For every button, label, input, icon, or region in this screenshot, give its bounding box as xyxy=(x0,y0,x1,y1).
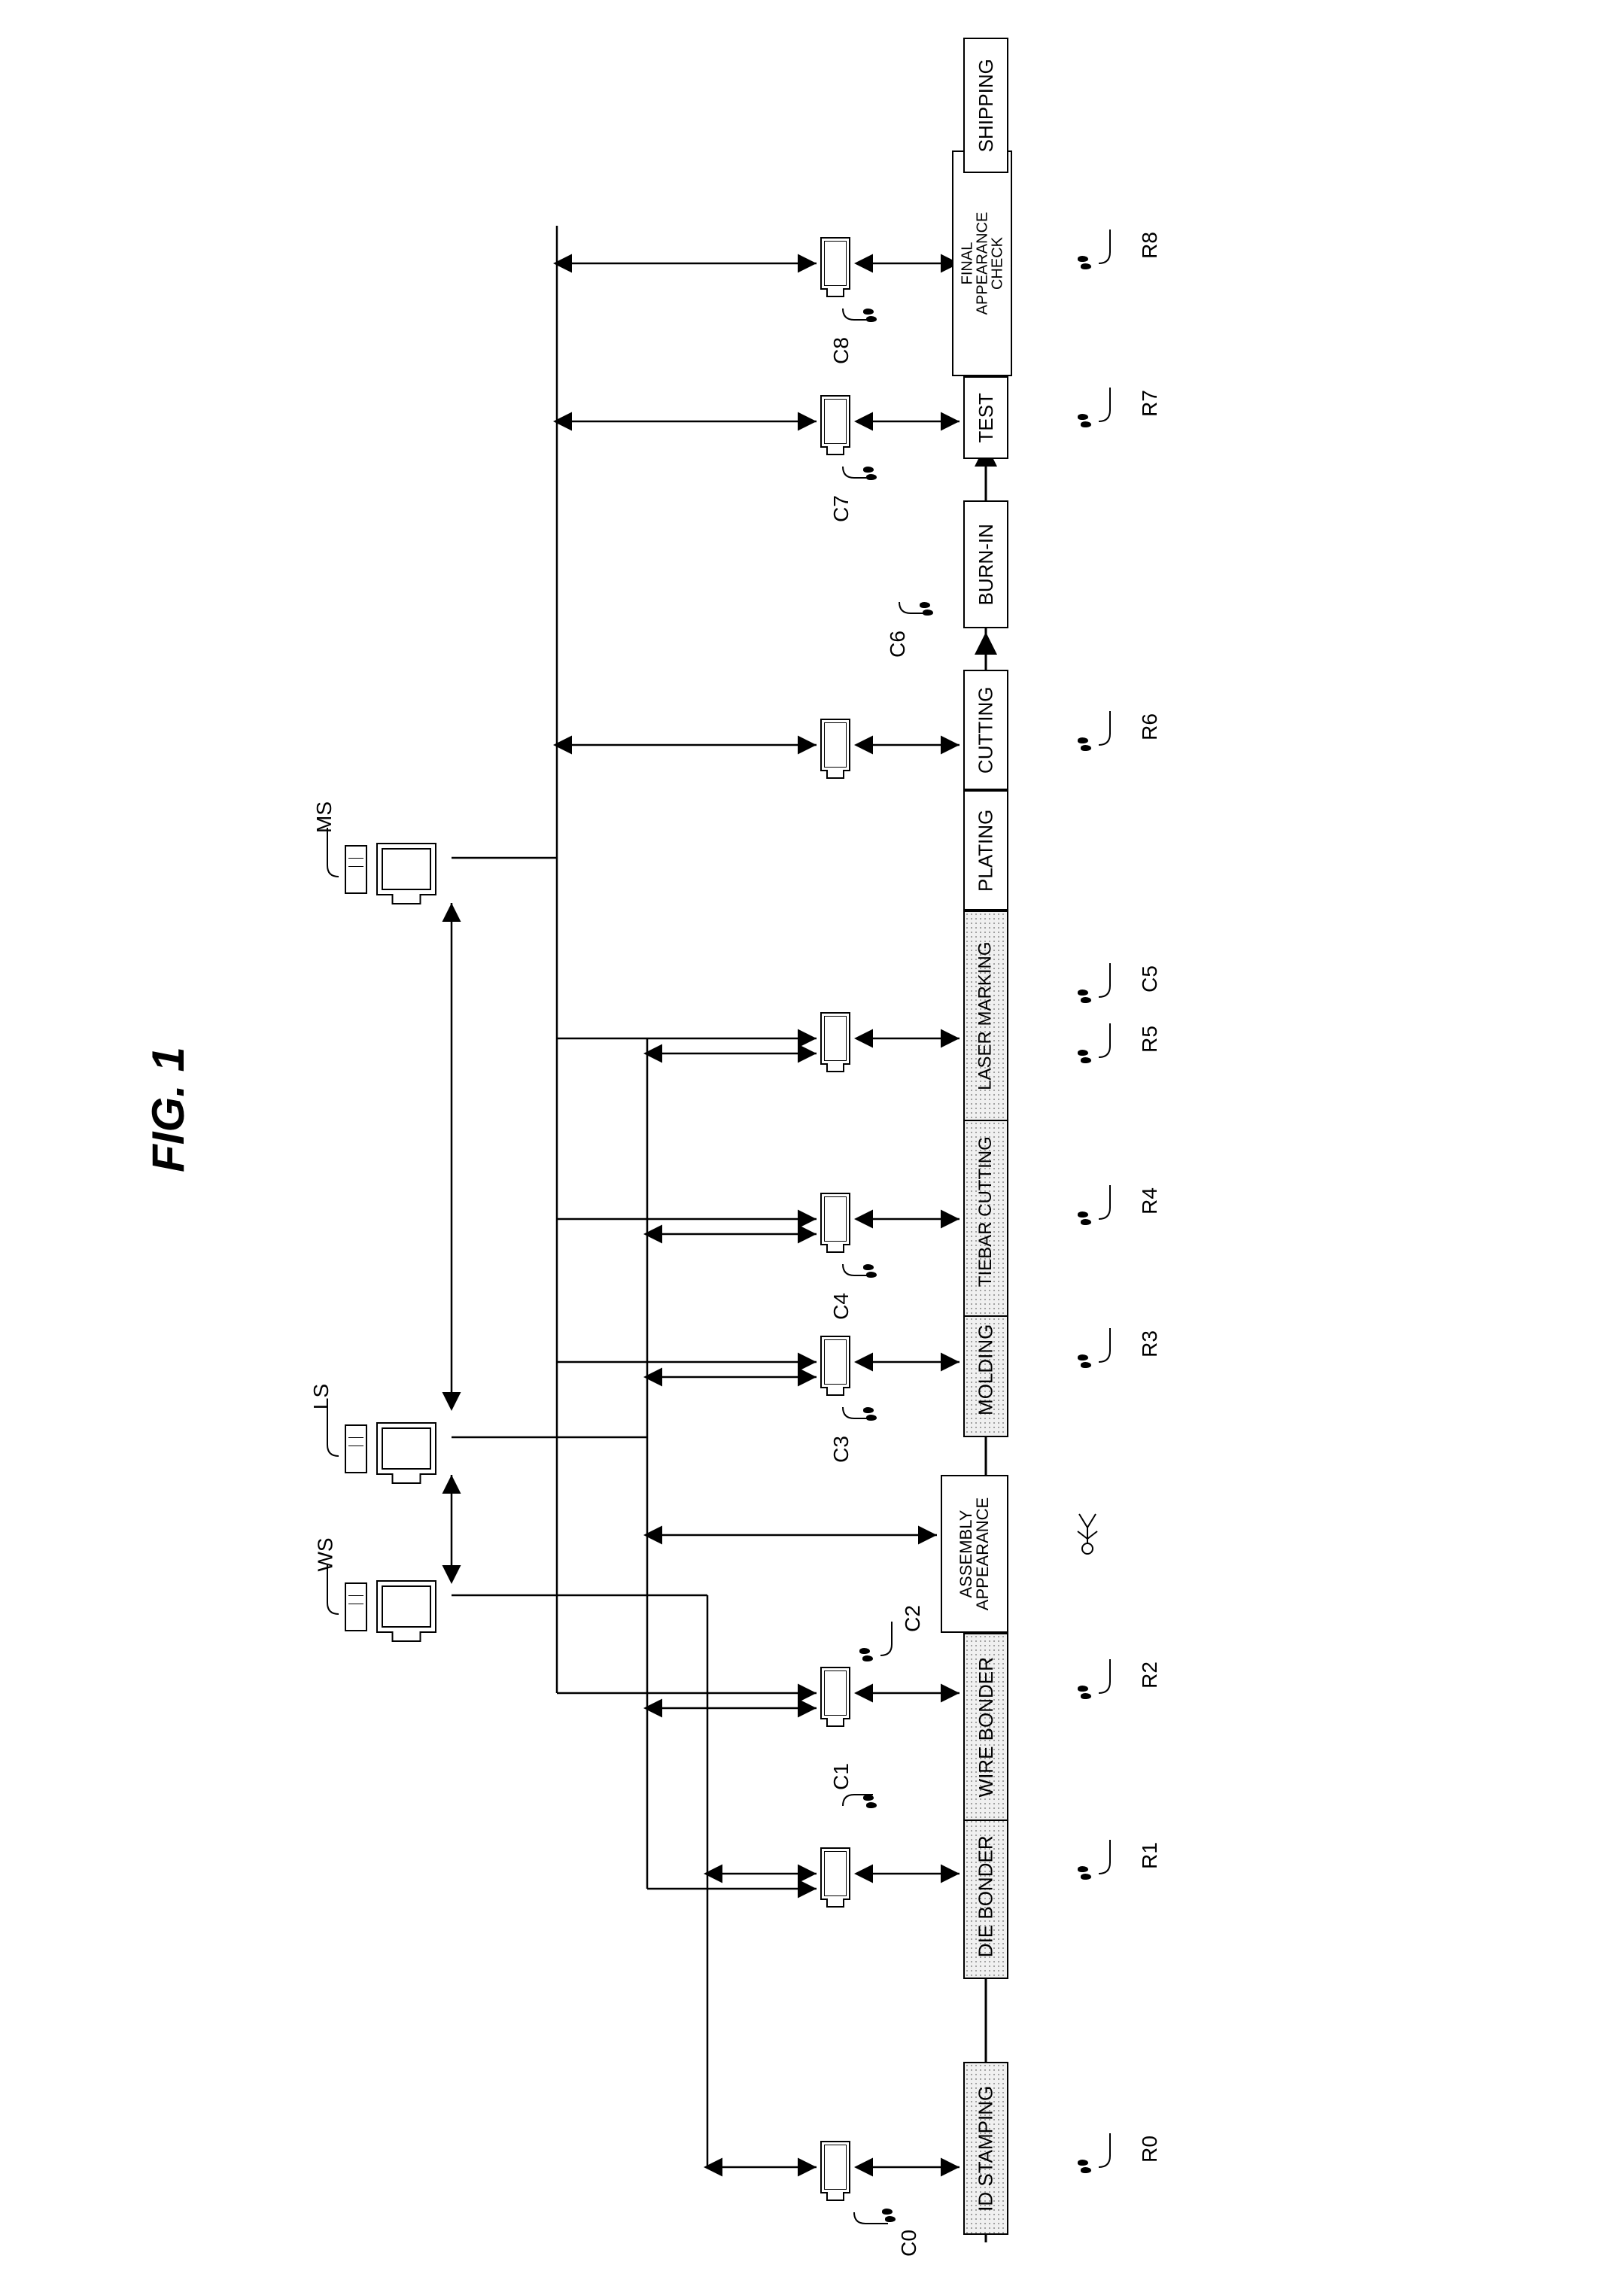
station-label: CUTTING xyxy=(975,686,997,774)
station-label: TEST xyxy=(975,393,997,442)
person-icon xyxy=(1069,1505,1106,1558)
footprint-icon xyxy=(862,1795,886,1808)
r-label-r1: R1 xyxy=(1138,1842,1162,1869)
c-label-c4: C4 xyxy=(829,1293,853,1320)
terminal-icon xyxy=(820,1847,850,1900)
server-label-ls: LS xyxy=(309,1384,333,1409)
station-label: FINAL APPEARANCE CHECK xyxy=(959,212,1005,315)
server-ms xyxy=(376,843,436,895)
terminal-icon xyxy=(820,719,850,771)
station-label: ASSEMBLY APPEARANCE xyxy=(958,1497,991,1610)
r-label-r3: R3 xyxy=(1138,1330,1162,1357)
server-ls xyxy=(376,1422,436,1475)
station-plating: PLATING xyxy=(963,790,1008,910)
station-test: TEST xyxy=(963,376,1008,459)
station-shipping: SHIPPING xyxy=(963,38,1008,173)
monitor-icon xyxy=(376,1580,436,1633)
figure-container: FIG. 1 xyxy=(30,30,1594,2247)
station-label: SHIPPING xyxy=(975,59,997,152)
figure-title: FIG. 1 xyxy=(142,1047,194,1172)
footprint-icon xyxy=(862,1407,886,1421)
r-label-r8: R8 xyxy=(1138,232,1162,259)
footprint-icon xyxy=(862,309,886,322)
title-text: FIG. 1 xyxy=(143,1047,193,1172)
station-label: PLATING xyxy=(975,809,997,891)
footprint-icon xyxy=(1076,1354,1100,1368)
footprint-icon xyxy=(1076,990,1100,1003)
terminal-icon xyxy=(820,2141,850,2193)
station-label: MOLDING xyxy=(975,1324,997,1415)
r-label-r5: R5 xyxy=(1138,1026,1162,1053)
c-label-c3: C3 xyxy=(829,1436,853,1463)
monitor-icon xyxy=(376,1422,436,1475)
station-cutting: CUTTING xyxy=(963,670,1008,790)
c-label-c6: C6 xyxy=(886,631,910,658)
station-label: WIRE BONDER xyxy=(975,1657,997,1797)
tower-icon xyxy=(345,845,367,894)
station-molding: MOLDING xyxy=(963,1302,1008,1437)
terminal-icon xyxy=(820,1667,850,1719)
footprint-icon xyxy=(1076,1686,1100,1699)
station-tiebar-cutting: TIEBAR CUTTING xyxy=(963,1106,1008,1317)
server-ws xyxy=(376,1580,436,1633)
r-label-r2: R2 xyxy=(1138,1661,1162,1689)
footprint-icon xyxy=(1076,737,1100,751)
footprint-icon xyxy=(880,2209,905,2222)
footprint-icon xyxy=(1076,2160,1100,2173)
c-label-c1: C1 xyxy=(829,1763,853,1790)
r-label-r7: R7 xyxy=(1138,390,1162,417)
terminal-icon xyxy=(820,395,850,448)
station-id-stamping: ID STAMPING xyxy=(963,2062,1008,2235)
station-label: ID STAMPING xyxy=(975,2085,997,2211)
station-label: LASER MARKING xyxy=(976,941,996,1090)
footprint-icon xyxy=(1076,1211,1100,1225)
monitor-icon xyxy=(376,843,436,895)
station-label: TIEBAR CUTTING xyxy=(976,1136,996,1287)
tower-icon xyxy=(345,1424,367,1473)
footprint-icon xyxy=(1076,414,1100,427)
station-laser-marking: LASER MARKING xyxy=(963,910,1008,1121)
station-die-bonder: DIE BONDER xyxy=(963,1813,1008,1979)
station-burn-in: BURN-IN xyxy=(963,500,1008,628)
server-label-ms: MS xyxy=(312,801,336,833)
c-label-c2: C2 xyxy=(901,1605,925,1632)
footprint-icon xyxy=(862,1264,886,1278)
c-label-c5: C5 xyxy=(1138,965,1162,993)
terminal-icon xyxy=(820,1336,850,1388)
station-label-text: FINAL APPEARANCE CHECK xyxy=(959,212,1005,315)
c-label-c0: C0 xyxy=(897,2230,921,2257)
c-label-c7: C7 xyxy=(829,495,853,522)
station-label-text: ASSEMBLY APPEARANCE xyxy=(956,1497,992,1610)
footprint-icon xyxy=(1076,1866,1100,1880)
footprint-icon xyxy=(1076,1050,1100,1063)
footprint-icon xyxy=(918,602,942,616)
r-label-r6: R6 xyxy=(1138,713,1162,740)
footprint-icon xyxy=(1076,256,1100,269)
tower-icon xyxy=(345,1582,367,1631)
footprint-icon xyxy=(862,467,886,480)
terminal-icon xyxy=(820,237,850,290)
station-label: BURN-IN xyxy=(975,524,997,605)
server-label-ws: WS xyxy=(314,1537,338,1571)
c-label-c8: C8 xyxy=(829,337,853,364)
station-label: DIE BONDER xyxy=(975,1835,997,1957)
footprint-icon xyxy=(858,1648,882,1661)
terminal-icon xyxy=(820,1012,850,1065)
connection-lines xyxy=(30,30,1594,2247)
r-label-r4: R4 xyxy=(1138,1187,1162,1215)
station-final-appearance: FINAL APPEARANCE CHECK xyxy=(952,150,1012,376)
station-wire-bonder: WIRE BONDER xyxy=(963,1633,1008,1821)
terminal-icon xyxy=(820,1193,850,1245)
r-label-r0: R0 xyxy=(1138,2136,1162,2163)
station-assembly-appearance: ASSEMBLY APPEARANCE xyxy=(941,1475,1008,1633)
